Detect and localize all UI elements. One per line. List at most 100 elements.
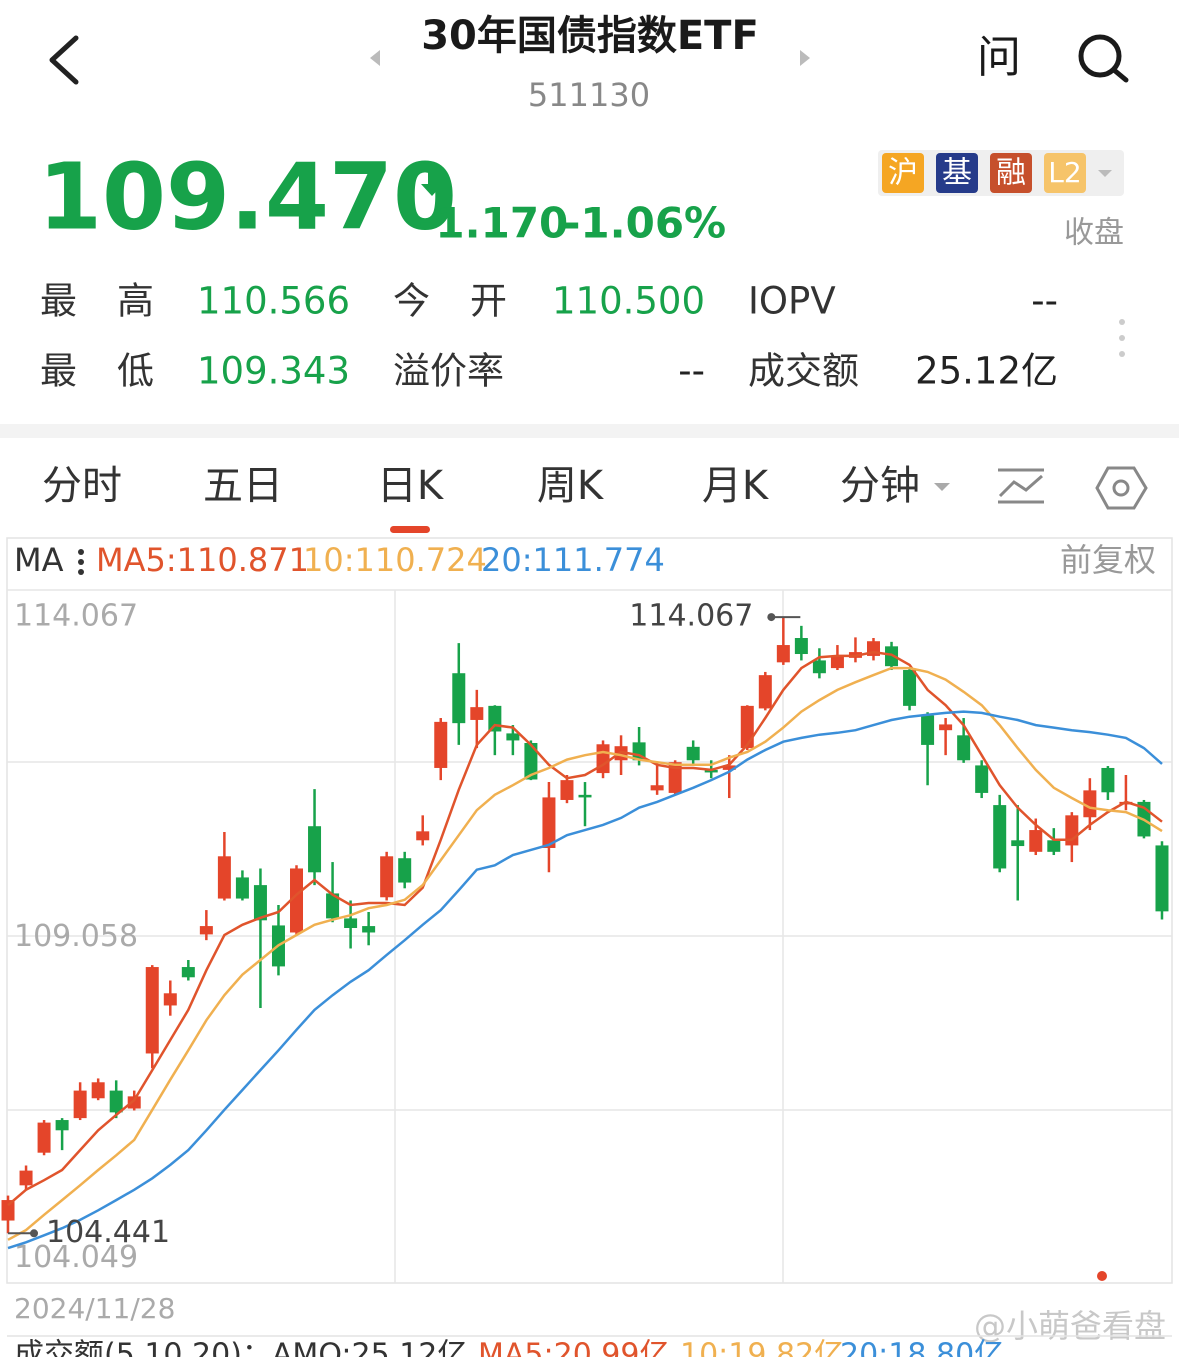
candle-body [290,868,304,933]
change-pct: -1.06% [563,199,726,248]
candle-body [55,1120,69,1131]
volume-legend: 20:18.80亿 [840,1338,1004,1357]
stat-label: 成交额 [748,350,859,393]
next-arrow[interactable] [800,50,810,66]
candle-body [326,893,340,919]
tab[interactable]: 分钟 [840,463,920,509]
tab[interactable]: 周K [537,463,605,509]
candle-body [1083,790,1097,818]
candle-body [975,765,989,793]
adjust-mode[interactable]: 前复权 [1060,541,1156,579]
stat-value: 110.566 [197,280,350,323]
down-arrow [421,172,443,196]
settings-button[interactable] [1095,466,1148,510]
candle-body [488,705,502,732]
legend-entry: 10:110.724 [303,541,487,579]
minute-dropdown[interactable] [934,483,950,491]
indicator-button[interactable] [998,468,1044,504]
candle-body [740,705,754,749]
watermark: @小萌爸看盘 [974,1307,1166,1345]
candle-body [1047,840,1061,852]
y-tick-label: 109.058 [14,919,138,954]
candle-body [19,1170,33,1186]
candle-body [37,1122,51,1153]
candle-body [650,785,664,791]
badge-bg [1044,153,1086,193]
tab-bar: 分时 五日 日K 周K 月K 分钟 [42,463,920,533]
candle-body [993,805,1007,869]
tab[interactable]: 月K [702,463,770,509]
candle-body [957,735,971,761]
candle-body [470,707,484,720]
back-button[interactable] [49,35,79,85]
badge-dropdown[interactable] [1098,170,1112,177]
stat-value: 110.500 [552,280,705,323]
candle-body [1011,840,1025,847]
candle-body [362,926,376,933]
candle-body [542,797,556,848]
candle-body [253,885,267,921]
ma-menu[interactable] [78,549,84,575]
candle-body [722,765,736,770]
max-marker: 114.067 [629,599,753,634]
price: 109.470 [38,143,457,250]
tab[interactable]: 五日 [203,463,283,509]
prev-arrow[interactable] [370,50,380,66]
title: 30年国债指数ETF [421,13,759,59]
more-dots[interactable] [1119,319,1125,357]
candle-body [163,993,177,1006]
tab[interactable]: 日K [377,463,445,509]
candle-body [524,742,538,780]
stat-label: 最高 [40,280,194,323]
badge-bg [936,153,978,193]
candle-body [145,967,159,1054]
badge: 融 [996,156,1026,191]
candle-body [308,826,322,873]
ask-button[interactable]: 问 [977,32,1021,83]
candle-body [181,967,195,978]
candle-body [235,877,249,899]
candle-body [91,1082,105,1099]
badge: 基 [942,156,972,191]
tab[interactable]: 分时 [42,463,122,509]
min-marker-dot [30,1229,39,1238]
y-tick-label: 114.067 [14,599,138,634]
tab-underline [390,526,430,533]
candle-body [776,645,790,663]
legend-entry: MA5:110.871 [96,541,309,579]
candle-body [921,715,935,745]
candle-body [1155,845,1169,912]
badge: L2 [1048,156,1081,189]
candle-body [199,926,213,935]
volume-legend: MA5:20.99亿 [478,1338,669,1357]
stat-value: 25.12亿 [915,350,1058,393]
live-dot [1097,1271,1107,1281]
candle-body [434,721,448,768]
stat-value: 109.343 [197,350,350,393]
stat-label: IOPV [748,280,836,323]
code: 511130 [528,76,650,114]
ma-label: MA [14,541,64,579]
plot: 104.049 109.058 114.067 114.067 104.441 [1,599,1169,1275]
badge-bg [882,153,924,193]
start-date: 2024/11/28 [14,1292,175,1325]
candle-body [560,780,574,800]
status: 收盘 [1064,216,1124,251]
min-marker: 104.441 [46,1215,170,1250]
candle-body [398,858,412,883]
candle-body [830,655,844,669]
legend-entry: 20:111.774 [481,541,665,579]
stat-label: 今开 [393,280,547,323]
stat-label: 溢价率 [393,350,504,393]
candle-body [686,746,700,761]
candle-body [1101,767,1115,793]
candle-body [109,1090,123,1113]
ma-line [7,710,1163,1250]
candle-body [380,856,394,898]
ma-line [7,650,1163,1207]
search-button[interactable] [1078,34,1129,83]
candle-body [416,831,430,841]
candle-body [704,769,718,773]
